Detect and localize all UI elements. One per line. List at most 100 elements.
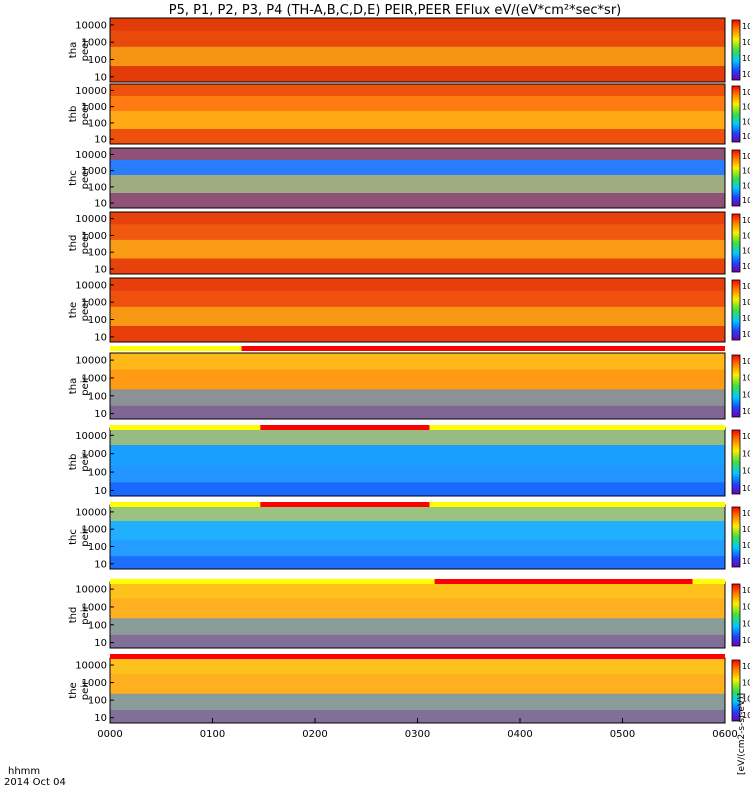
colorbar-tick-label: 10⁴ <box>742 619 750 628</box>
y-tick-label: 100 <box>88 696 107 707</box>
colorbar-tick-label: 10⁸ <box>742 509 750 518</box>
spectrogram-band <box>110 129 725 144</box>
panel-label-product: peir <box>80 375 91 395</box>
x-tick-label: 0100 <box>200 729 225 740</box>
y-tick-label: 1000 <box>82 678 107 689</box>
y-tick-label: 100 <box>88 55 107 66</box>
panel-label-product: peir <box>80 526 91 546</box>
colorbar-tick-label: 10² <box>742 407 750 416</box>
spectrogram-band <box>110 193 725 208</box>
spectrogram-band <box>110 445 725 466</box>
spectrogram-band <box>110 306 725 326</box>
colorbar-tick-label: 10⁶ <box>742 603 750 612</box>
spectrogram-band <box>110 84 725 96</box>
colorbar <box>731 85 741 143</box>
panel-frame <box>109 352 726 420</box>
x-tick-label: 0500 <box>610 729 635 740</box>
spectrogram-band <box>110 598 725 619</box>
spectrogram-band <box>110 212 725 225</box>
chart-title: P5, P1, P2, P3, P4 (TH-A,B,C,D,E) PEIR,P… <box>169 3 622 18</box>
panel-label-probe: thc <box>68 529 79 545</box>
spectrogram-band <box>110 66 725 82</box>
colorbar-tick-label: 10⁶ <box>742 678 750 687</box>
spectrogram-band <box>110 710 725 723</box>
spectrogram-band <box>110 160 725 175</box>
spectrogram-band <box>110 556 725 569</box>
colorbar-tick-label: 10⁴ <box>742 247 750 256</box>
panel-label-product: peer <box>80 102 91 126</box>
colorbar-tick-label: 10⁴ <box>742 314 750 323</box>
y-tick-label: 10 <box>94 486 107 497</box>
colorbar-tick-label: 10⁴ <box>742 390 750 399</box>
spectrogram-band <box>110 46 725 66</box>
colorbar <box>731 213 741 273</box>
colorbar-tick-label: 10² <box>742 557 750 566</box>
spectrogram-band <box>110 634 725 648</box>
colorbar <box>731 659 741 722</box>
colorbar-tick-label: 10⁶ <box>742 449 750 458</box>
colorbar-tick-label: 10⁸ <box>742 357 750 366</box>
colorbar-tick-label: 10⁴ <box>742 181 750 190</box>
spectrogram-band <box>110 428 725 445</box>
y-tick-label: 1000 <box>82 602 107 613</box>
y-tick-label: 1000 <box>82 373 107 384</box>
y-tick-label: 10 <box>94 72 107 83</box>
spectrogram-band <box>110 465 725 483</box>
y-tick-label: 10 <box>94 135 107 146</box>
spectrogram-band <box>110 540 725 557</box>
spectrogram-band <box>110 482 725 496</box>
colorbar-tick-label: 10⁸ <box>742 282 750 291</box>
y-tick-label: 10000 <box>75 585 107 596</box>
colorbar-tick-label: 10² <box>742 330 750 339</box>
y-tick-label: 10 <box>94 713 107 724</box>
y-tick-label: 10 <box>94 638 107 649</box>
panel-label-product: peer <box>80 231 91 255</box>
colorbar-tick-label: 10² <box>742 70 750 79</box>
panel-label-product: peir <box>80 451 91 471</box>
mode-bar <box>260 502 430 507</box>
panel-label-probe: thb <box>68 106 79 123</box>
colorbar-tick-label: 10⁸ <box>742 152 750 161</box>
colorbar <box>731 354 741 418</box>
colorbar-tick-label: 10⁸ <box>742 22 750 31</box>
spectrogram-band <box>110 389 725 406</box>
colorbar-tick-label: 10⁶ <box>742 298 750 307</box>
colorbar-units-label: [eV/(cm2-s-sr-eV)] <box>737 693 747 775</box>
spectrogram-band <box>110 30 725 47</box>
y-tick-label: 10000 <box>75 280 107 291</box>
y-tick-label: 100 <box>88 542 107 553</box>
y-tick-label: 10000 <box>75 214 107 225</box>
x-caption-unit: hhmm <box>8 766 40 777</box>
spectrogram-band <box>110 582 725 599</box>
y-tick-label: 10000 <box>75 660 107 671</box>
colorbar-tick-label: 10⁸ <box>742 662 750 671</box>
spectrogram-band <box>110 278 725 291</box>
panel-label-probe: the <box>68 682 79 698</box>
colorbar <box>731 149 741 207</box>
colorbar-tick-label: 10⁶ <box>742 374 750 383</box>
panel-label-probe: tha <box>68 42 79 58</box>
y-tick-label: 10000 <box>75 356 107 367</box>
colorbar-tick-label: 10⁴ <box>742 117 750 126</box>
spectrogram-band <box>110 18 725 31</box>
panel-label-product: peer <box>80 166 91 190</box>
y-tick-label: 100 <box>88 118 107 129</box>
colorbar-tick-label: 10⁸ <box>742 432 750 441</box>
x-tick-label: 0300 <box>405 729 430 740</box>
mode-bar-background <box>110 579 725 584</box>
spectrogram-band <box>110 326 725 342</box>
y-tick-label: 1000 <box>82 38 107 49</box>
colorbar <box>731 583 741 647</box>
x-tick-label: 0000 <box>97 729 122 740</box>
colorbar-tick-label: 10⁴ <box>742 541 750 550</box>
spectrogram-band <box>110 239 725 259</box>
colorbar <box>731 279 741 341</box>
colorbar <box>731 429 741 495</box>
y-tick-label: 10 <box>94 264 107 275</box>
spectrogram-band <box>110 175 725 193</box>
